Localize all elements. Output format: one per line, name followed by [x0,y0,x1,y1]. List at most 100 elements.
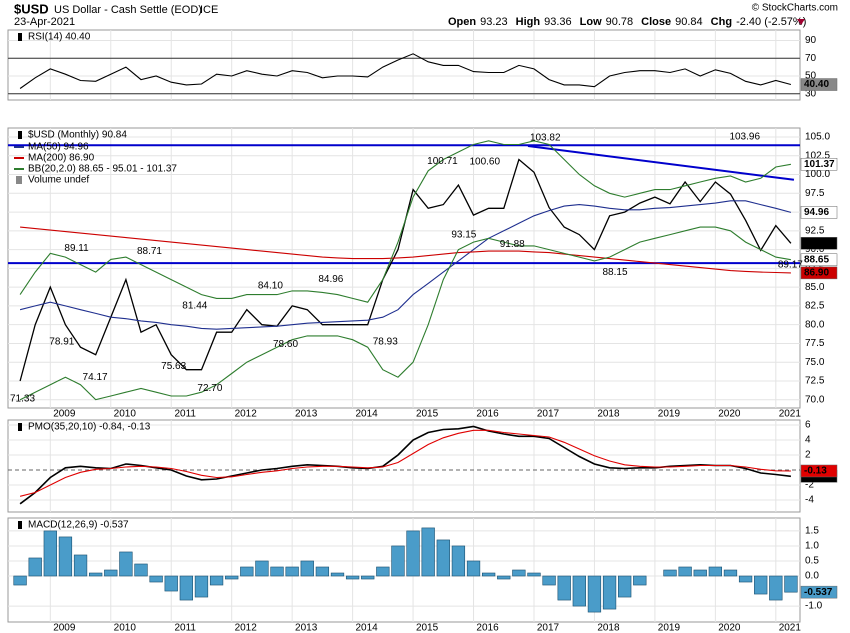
value-tag-label: -0.537 [804,587,833,598]
legend-swatch [18,131,22,139]
x-tick-label: 2010 [114,623,137,633]
value-tag [800,78,838,91]
panel-title: MACD(12,26,9) -0.537 [28,520,129,531]
panel-title: PMO(35,20,10) -0.84, -0.13 [28,422,151,433]
x-tick-label: 2021 [779,409,802,420]
value-tag [800,206,838,219]
legend-entry: BB(20,2.0) 88.65 - 95.01 - 101.37 [28,164,177,175]
y-tick-label: 70.0 [805,394,825,405]
x-tick-label: 2009 [53,623,76,633]
y-tick-label: 80.0 [805,319,825,330]
y-tick-label: 4 [805,435,811,446]
x-tick-label: 2015 [416,409,439,420]
y-tick-label: 97.5 [805,188,825,199]
y-tick-label: 92.5 [805,225,825,236]
legend-entry: MA(50) 94.96 [28,142,89,153]
histogram-bar [633,575,647,586]
panel-frame [7,517,801,623]
x-tick-label: 2021 [779,623,802,633]
x-tick-label: 2020 [718,409,741,420]
histogram-bar [769,575,783,601]
y-tick-label: 82.5 [805,301,825,312]
x-tick-label: 2017 [537,623,560,633]
x-tick-label: 2014 [355,623,378,633]
series-line [19,200,792,330]
y-tick-label: 0.5 [805,556,819,567]
price-annotation: 78.60 [273,339,298,350]
histogram-bar [300,560,314,577]
price-annotation: 93.15 [451,230,476,241]
quote-value: 93.23 [480,16,508,28]
price-annotation: 74.17 [83,372,108,383]
histogram-bar [119,551,133,577]
value-tag [800,158,838,171]
instrument-name: US Dollar - Cash Settle (EOD) [54,4,202,16]
y-tick-label: 70 [805,53,817,64]
value-tag [800,464,838,478]
histogram-bar [209,575,224,586]
x-tick-label: 2011 [174,623,196,633]
histogram-bar [497,575,511,580]
x-tick-label: 2020 [718,623,741,633]
histogram-bar [149,575,163,583]
x-tick-label: 2011 [174,409,196,420]
price-annotation: 91.88 [500,239,525,250]
value-tag [800,266,838,280]
x-tick-label: 2015 [416,623,439,633]
x-tick-label: 2010 [114,409,137,420]
y-tick-label: 77.5 [805,338,825,349]
histogram-bar [572,575,586,607]
x-tick-label: 2014 [355,409,378,420]
histogram-bar [285,566,299,577]
price-annotation: 103.82 [530,133,561,144]
value-tag-label: 90.84 [804,238,829,249]
histogram-bar [58,536,73,577]
quote-label: Low [580,16,602,28]
histogram-bar [436,539,450,577]
y-tick-label: 102.5 [805,150,830,161]
histogram-bar [708,566,723,577]
histogram-bar [179,575,193,601]
histogram-bar [315,566,330,577]
quote-value: 90.78 [606,16,634,28]
series-line [19,226,791,401]
histogram-bar [225,575,239,580]
price-annotation: 84.96 [318,274,343,285]
value-tag [800,585,838,599]
histogram-bar [28,557,42,577]
histogram-bar [693,569,707,577]
value-tag-label: 40.40 [804,79,829,90]
price-annotation: 78.91 [49,336,74,347]
histogram-bar [663,569,677,577]
y-tick-label: 6 [805,420,811,431]
date: 23-Apr-2021 [14,16,75,28]
histogram-bar [13,575,27,586]
histogram-bar [527,572,541,577]
quote-label: Close [641,16,671,28]
price-annotation: 100.60 [469,157,500,168]
y-tick-label: 100.0 [805,169,830,180]
x-tick-label: 2012 [235,409,258,420]
quote-value: 93.36 [544,16,572,28]
price-annotation: 88.71 [137,246,162,257]
histogram-bar [330,572,345,577]
x-tick-label: 2013 [295,623,318,633]
quote-value: 90.84 [675,16,703,28]
histogram-bar [421,527,435,577]
panel-frame [7,29,801,101]
histogram-bar [466,560,481,577]
histogram-bar [451,545,466,577]
legend-swatch [18,521,22,529]
price-annotation: 89.17 [778,259,803,270]
histogram-bar [376,566,390,577]
histogram-bar [754,575,768,595]
histogram-bar [406,530,420,577]
quote-label: High [516,16,541,28]
histogram-bar [391,545,405,577]
x-tick-label: 2017 [537,409,560,420]
y-tick-label: -2 [805,480,814,491]
value-tag [800,253,838,266]
y-tick-label: -1.0 [805,601,823,612]
value-tag-label: 94.96 [804,207,829,218]
